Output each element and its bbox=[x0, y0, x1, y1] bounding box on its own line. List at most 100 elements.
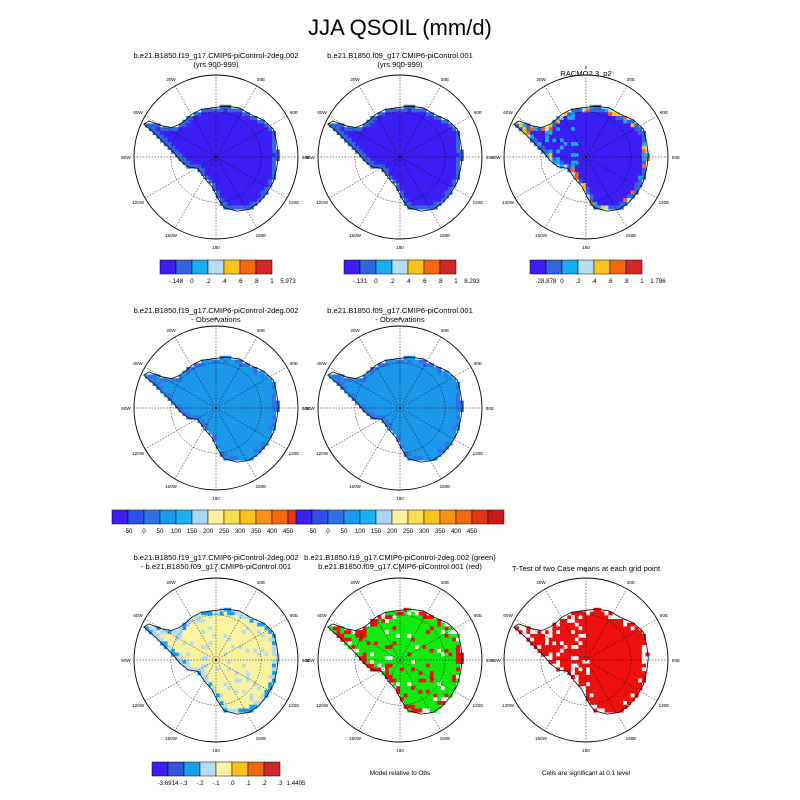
grid-cell bbox=[444, 419, 449, 424]
grid-cell bbox=[377, 411, 382, 416]
grid-cell bbox=[253, 119, 258, 124]
grid-cell bbox=[571, 622, 576, 627]
grid-cell bbox=[264, 434, 269, 439]
grid-cell bbox=[400, 633, 405, 639]
grid-cell bbox=[234, 419, 239, 424]
grid-cell bbox=[627, 701, 632, 706]
grid-cell bbox=[223, 430, 228, 435]
grid-cell bbox=[426, 123, 431, 128]
grid-cell bbox=[597, 674, 602, 680]
grid-cell bbox=[249, 637, 254, 642]
colorbar: -28.878 0.2.4.6.8 1 1.786 bbox=[529, 259, 666, 285]
grid-cell bbox=[230, 175, 236, 180]
grid-cell bbox=[452, 645, 457, 650]
grid-cell bbox=[230, 385, 236, 390]
grid-cell bbox=[268, 183, 273, 188]
lon-label: 60W bbox=[317, 110, 327, 115]
grid-cell bbox=[396, 378, 401, 383]
grid-cell bbox=[437, 686, 442, 691]
grid-cell bbox=[201, 370, 206, 375]
grid-cell bbox=[223, 445, 228, 450]
grid-cell bbox=[418, 434, 423, 439]
grid-cell bbox=[548, 652, 553, 657]
grid-cell bbox=[230, 615, 236, 620]
grid-cell bbox=[189, 667, 195, 672]
grid-cell bbox=[362, 389, 367, 394]
grid-cell bbox=[189, 652, 195, 657]
grid-cell bbox=[556, 648, 561, 653]
grid-cell bbox=[223, 194, 228, 199]
colorbar: -3.6914 -.3 -.2 -.1.0.1.2.3 1.4405 bbox=[151, 761, 306, 787]
grid-cell bbox=[238, 119, 243, 124]
grid-cell bbox=[238, 686, 243, 691]
grid-cell bbox=[619, 119, 624, 124]
grid-cell bbox=[448, 149, 453, 154]
grid-cell bbox=[426, 645, 431, 650]
grid-cell bbox=[403, 663, 408, 668]
grid-cell bbox=[411, 411, 416, 416]
grid-cell bbox=[264, 641, 269, 646]
grid-cell bbox=[193, 363, 198, 368]
grid-cell bbox=[589, 693, 594, 698]
grid-cell bbox=[400, 674, 405, 680]
grid-cell bbox=[264, 145, 269, 150]
grid-cell bbox=[600, 645, 606, 650]
grid-cell bbox=[219, 449, 224, 454]
grid-cell bbox=[574, 142, 579, 147]
grid-cell bbox=[201, 157, 206, 162]
lon-label: 30E bbox=[441, 77, 449, 82]
lon-label: 150W bbox=[535, 233, 548, 238]
map-panel-4: b.e21.B1850.f19_g17.CMIP6-piControl-2deg… bbox=[111, 306, 321, 535]
grid-cell bbox=[216, 116, 221, 121]
grid-cell bbox=[429, 116, 434, 121]
grid-cell bbox=[444, 641, 449, 646]
grid-cell bbox=[242, 697, 247, 702]
grid-cell bbox=[630, 186, 635, 191]
grid-cell bbox=[212, 656, 217, 661]
grid-cell bbox=[212, 179, 217, 184]
grid-cell bbox=[418, 708, 423, 713]
grid-cell bbox=[615, 704, 620, 709]
grid-cell bbox=[459, 404, 464, 409]
grid-cell bbox=[608, 663, 613, 668]
grid-cell bbox=[411, 370, 416, 375]
grid-cell bbox=[238, 127, 243, 132]
grid-cell bbox=[589, 183, 594, 188]
grid-cell bbox=[260, 400, 265, 405]
grid-cell bbox=[385, 389, 390, 394]
grid-cell bbox=[204, 119, 209, 124]
grid-cell bbox=[381, 637, 386, 642]
grid-cell bbox=[429, 123, 434, 128]
grid-cell bbox=[216, 142, 221, 147]
grid-cell bbox=[216, 168, 221, 173]
grid-cell bbox=[422, 157, 427, 162]
grid-cell bbox=[426, 415, 431, 420]
lon-label: 0 bbox=[215, 568, 218, 573]
grid-cell bbox=[362, 404, 367, 409]
grid-cell bbox=[444, 415, 449, 420]
grid-cell bbox=[186, 626, 191, 631]
grid-cell bbox=[634, 145, 639, 150]
grid-cell bbox=[593, 183, 598, 188]
grid-cell bbox=[612, 179, 617, 184]
grid-cell bbox=[230, 149, 236, 154]
grid-cell bbox=[370, 381, 375, 387]
grid-cell bbox=[182, 645, 187, 650]
grid-cell bbox=[204, 142, 209, 147]
grid-cell bbox=[208, 415, 213, 420]
grid-cell bbox=[366, 381, 371, 387]
grid-cell bbox=[351, 641, 356, 646]
grid-cell bbox=[208, 112, 213, 117]
grid-cell bbox=[208, 652, 213, 657]
lon-label: 90E bbox=[302, 658, 310, 663]
grid-cell bbox=[234, 127, 239, 132]
grid-cell bbox=[407, 164, 412, 169]
grid-cell bbox=[385, 381, 390, 387]
grid-cell bbox=[257, 441, 262, 446]
grid-cell bbox=[604, 149, 609, 154]
grid-cell bbox=[355, 641, 360, 646]
grid-cell bbox=[171, 130, 176, 136]
grid-cell bbox=[407, 367, 412, 372]
grid-cell bbox=[441, 645, 446, 650]
grid-cell bbox=[201, 149, 206, 154]
